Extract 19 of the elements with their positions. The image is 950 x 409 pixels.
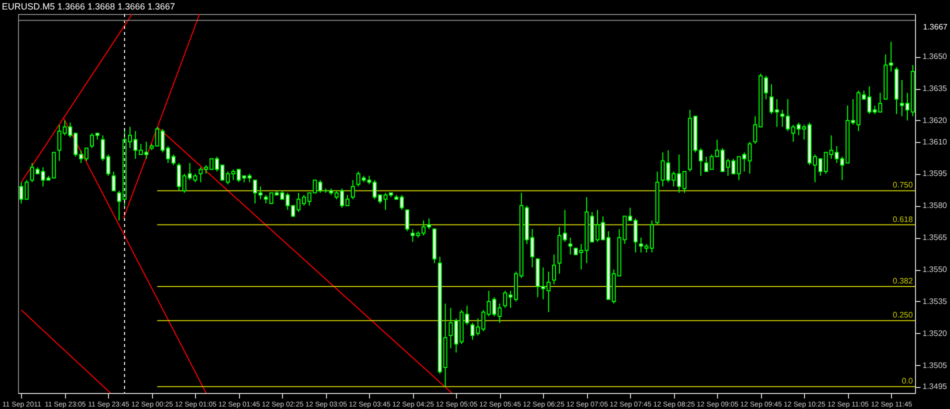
annotation: 0.250 xyxy=(892,310,914,320)
annotation: 0.382 xyxy=(892,276,914,286)
annotation: 0.0 xyxy=(902,376,914,386)
y-tick-label: 1.3505 xyxy=(922,360,948,370)
y-tick-label: 1.3595 xyxy=(922,169,948,178)
y-tick-label: 1.3610 xyxy=(922,137,948,146)
y-tick-label: 1.3635 xyxy=(922,84,948,94)
ref-line-label: 1.3667 xyxy=(923,22,948,32)
y-tick-label: 1.3565 xyxy=(922,233,948,242)
annotation: 0.618 xyxy=(892,214,914,224)
y-tick-label: 1.3520 xyxy=(922,328,948,338)
chart-title: EURUSD.M5 1.3666 1.3668 1.3666 1.3667 xyxy=(2,2,176,12)
y-tick-label: 1.3580 xyxy=(922,201,948,210)
y-tick-label: 1.3650 xyxy=(922,52,948,62)
y-tick-label: 1.3535 xyxy=(922,296,948,306)
y-tick-label: 1.3550 xyxy=(922,265,948,274)
annotation: 0.750 xyxy=(892,180,914,190)
y-tick-label: 1.3495 xyxy=(922,382,948,392)
y-tick-label: 1.3620 xyxy=(922,116,948,125)
